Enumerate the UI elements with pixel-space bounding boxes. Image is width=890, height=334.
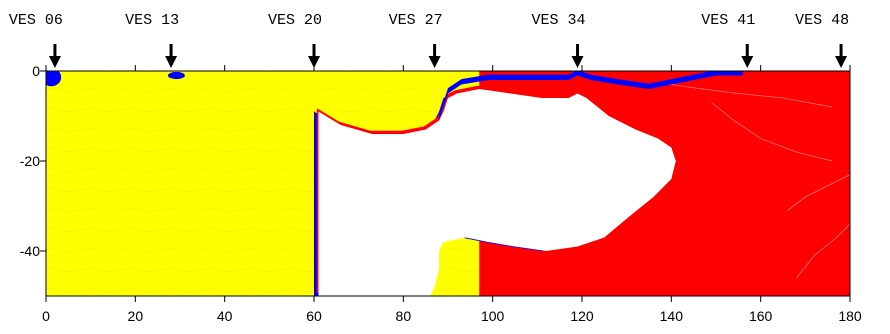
- contour-line-2: [787, 174, 850, 211]
- y-tick-label: -20: [20, 153, 40, 169]
- x-tick-label: 20: [128, 308, 144, 324]
- ves-arrow-head: [308, 56, 320, 68]
- x-axis: 0 20 40 60 80 100 120 140 160 180: [42, 65, 862, 324]
- x-tick-label: 140: [660, 308, 684, 324]
- ves-label: VES 27: [389, 12, 443, 29]
- y-axis: 0 -20 -40: [20, 63, 46, 259]
- ves-label: VES 20: [268, 12, 322, 29]
- ves-arrow-head: [48, 56, 61, 68]
- ves-arrow-head: [835, 56, 848, 68]
- ves-arrow-head: [165, 56, 178, 68]
- x-tick-label: 40: [217, 308, 233, 324]
- ves-label: VES 41: [701, 12, 755, 29]
- x-tick-label: 80: [396, 308, 412, 324]
- surface-pocket-ves06: [46, 71, 62, 87]
- ves-arrow-head: [571, 56, 584, 68]
- x-tick-label: 180: [838, 308, 862, 324]
- x-tick-label: 160: [749, 308, 773, 324]
- ves-label: VES 06: [9, 12, 63, 29]
- chart-marks: [671, 84, 850, 279]
- contour-line-1: [711, 102, 833, 162]
- ves-label: VES 13: [125, 12, 179, 29]
- x-tick-label: 100: [481, 308, 505, 324]
- x-tick-label: 60: [306, 308, 322, 324]
- surface-pocket-ves13: [167, 71, 185, 80]
- ves-label: VES 34: [532, 12, 586, 29]
- contour-line-4: [671, 84, 833, 108]
- y-tick-label: 0: [32, 63, 40, 79]
- ves-arrow-head: [741, 56, 754, 68]
- x-tick-label: 120: [570, 308, 594, 324]
- ves-markers: VES 06 VES 13 VES 20 VES 27 VES 34 VES 41 VES …: [9, 12, 849, 68]
- ves-label: VES 48: [795, 12, 849, 29]
- x-tick-label: 0: [42, 308, 50, 324]
- plot-area: [46, 71, 850, 296]
- plot-frame: [45, 70, 851, 297]
- y-tick-label: -40: [20, 243, 40, 259]
- high-resistivity-body: [318, 89, 676, 296]
- contour-line-3: [796, 223, 850, 279]
- ves-arrow-head: [428, 56, 441, 68]
- surface-conductive-band: [439, 71, 743, 121]
- resistivity-zones: [46, 71, 850, 296]
